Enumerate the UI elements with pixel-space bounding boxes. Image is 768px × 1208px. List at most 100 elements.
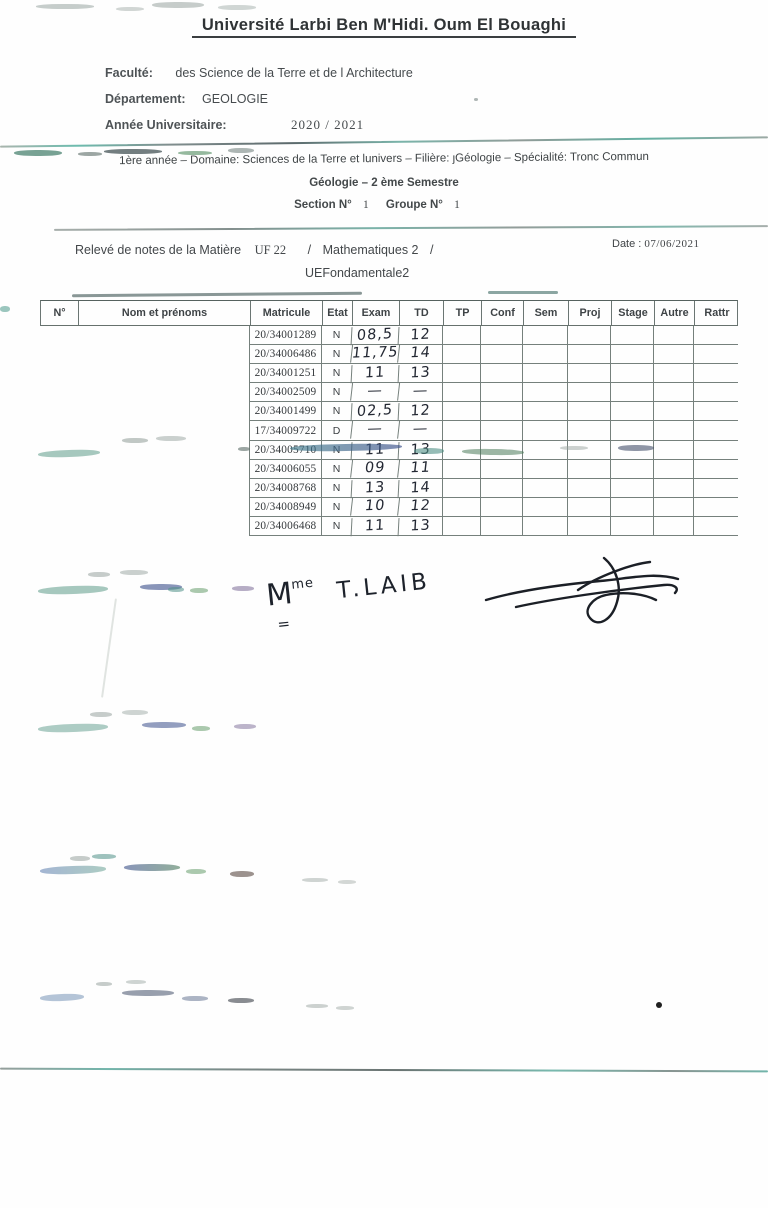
tp-cell <box>442 497 480 516</box>
td-grade-cell: 11 <box>397 458 444 478</box>
scan-smudge <box>232 586 254 591</box>
table-row: 20/34008949 N 10 12 <box>249 496 738 517</box>
sem-cell <box>522 326 567 345</box>
proj-cell <box>567 383 610 402</box>
scan-smudge <box>122 438 148 443</box>
scan-smudge <box>71 291 363 298</box>
scan-smudge <box>190 588 208 593</box>
date-row: Date : 07/06/2021 <box>612 238 700 250</box>
stage-cell <box>610 402 653 421</box>
sem-cell <box>522 516 567 536</box>
exam-grade-cell: 11,75 <box>350 343 400 363</box>
rattr-cell <box>693 440 738 459</box>
stage-cell <box>610 478 653 497</box>
etat-cell: D <box>321 421 351 440</box>
scan-smudge <box>140 584 182 590</box>
scan-smudge <box>90 712 112 717</box>
table-header-cell: Proj <box>568 301 611 325</box>
etat-cell: N <box>321 383 351 402</box>
sem-cell <box>522 383 567 402</box>
scan-smudge <box>14 150 62 156</box>
conf-cell <box>480 402 522 421</box>
stage-cell <box>610 516 653 536</box>
tp-cell <box>442 326 480 345</box>
table-row: 20/34006486 N 11,75 14 <box>249 343 738 365</box>
scan-smudge <box>338 880 356 884</box>
scan-smudge <box>122 990 174 996</box>
tp-cell <box>442 516 480 536</box>
proj-cell <box>567 478 610 497</box>
rattr-cell <box>693 459 738 478</box>
teacher-name-handwritten: Mme = T.LAIB <box>265 561 433 633</box>
proj-cell <box>567 459 610 478</box>
conf-cell <box>480 497 522 516</box>
conf-cell <box>480 345 522 364</box>
scan-smudge <box>70 856 90 861</box>
department-label: Département: <box>105 92 186 106</box>
table-row: 20/34001251 N 11 13 <box>249 362 738 384</box>
td-grade-cell: 14 <box>397 477 443 499</box>
separator: / <box>307 243 312 257</box>
table-body: 20/34001289 N 08,5 12 20/34006486 N 11,75 14 20/… <box>249 324 738 537</box>
date-value: 07/06/2021 <box>644 238 700 250</box>
td-grade-cell: 13 <box>397 362 443 384</box>
academic-year-value: 2020 / 2021 <box>291 117 365 132</box>
section-label: Section N° <box>294 199 352 211</box>
rattr-cell <box>693 478 738 497</box>
sem-cell <box>522 497 567 516</box>
table-header-cell: Matricule <box>250 301 322 325</box>
stage-cell <box>610 383 653 402</box>
autre-cell <box>653 402 693 421</box>
stage-cell <box>610 497 653 516</box>
program-line2: Géologie – 2 ème Semestre <box>309 177 459 189</box>
university-title: Université Larbi Ben M'Hidi. Oum El Boua… <box>0 16 768 38</box>
tp-cell <box>442 364 480 383</box>
sem-cell <box>522 440 567 459</box>
table-header-cell: Autre <box>654 301 694 325</box>
scan-smudge <box>0 306 10 312</box>
etat-cell: N <box>321 364 351 383</box>
signature-icon <box>484 556 680 624</box>
module-name: Mathematiques 2 <box>322 243 419 257</box>
scan-smudge <box>120 570 148 575</box>
table-header-cell: Stage <box>611 301 654 325</box>
scan-smudge <box>238 447 250 451</box>
conf-cell <box>480 421 522 440</box>
faculty-row: Faculté: des Science de la Terre et de l… <box>105 64 413 82</box>
stage-cell <box>610 364 653 383</box>
proj-cell <box>567 364 610 383</box>
scan-smudge <box>39 864 107 876</box>
table-header-cell: Conf <box>481 301 523 325</box>
matricule-cell: 20/34001251 <box>249 364 321 383</box>
scan-smudge <box>116 7 144 11</box>
scan-smudge <box>234 724 256 729</box>
scan-streak-line <box>0 136 768 149</box>
rattr-cell <box>693 345 738 364</box>
tp-cell <box>442 383 480 402</box>
proj-cell <box>567 402 610 421</box>
table-header-cell: Sem <box>523 301 568 325</box>
table-row: 20/34001289 N 08,5 12 <box>249 324 738 346</box>
etat-cell: N <box>321 326 351 345</box>
table-header-cell: Rattr <box>694 301 739 325</box>
scan-smudge <box>36 4 94 9</box>
university-title-text: Université Larbi Ben M'Hidi. Oum El Boua… <box>191 16 577 38</box>
department-value: GEOLOGIE <box>202 92 269 106</box>
etat-cell: N <box>321 516 351 536</box>
table-header: N° Nom et prénoms Matricule Etat Exam TD TP Con… <box>40 300 738 326</box>
td-grade-cell: — <box>397 381 444 401</box>
autre-cell <box>653 383 693 402</box>
scan-smudge <box>37 722 109 734</box>
conf-cell <box>480 383 522 402</box>
scan-smudge <box>168 587 184 592</box>
sem-cell <box>522 478 567 497</box>
rattr-cell <box>693 326 738 345</box>
conf-cell <box>480 364 522 383</box>
autre-cell <box>653 459 693 478</box>
proj-cell <box>567 345 610 364</box>
underline-mark: = <box>276 614 291 634</box>
exam-grade-cell: 10 <box>350 496 400 516</box>
exam-grade-cell: — <box>350 419 400 440</box>
tp-cell <box>442 478 480 497</box>
tp-cell <box>442 345 480 364</box>
